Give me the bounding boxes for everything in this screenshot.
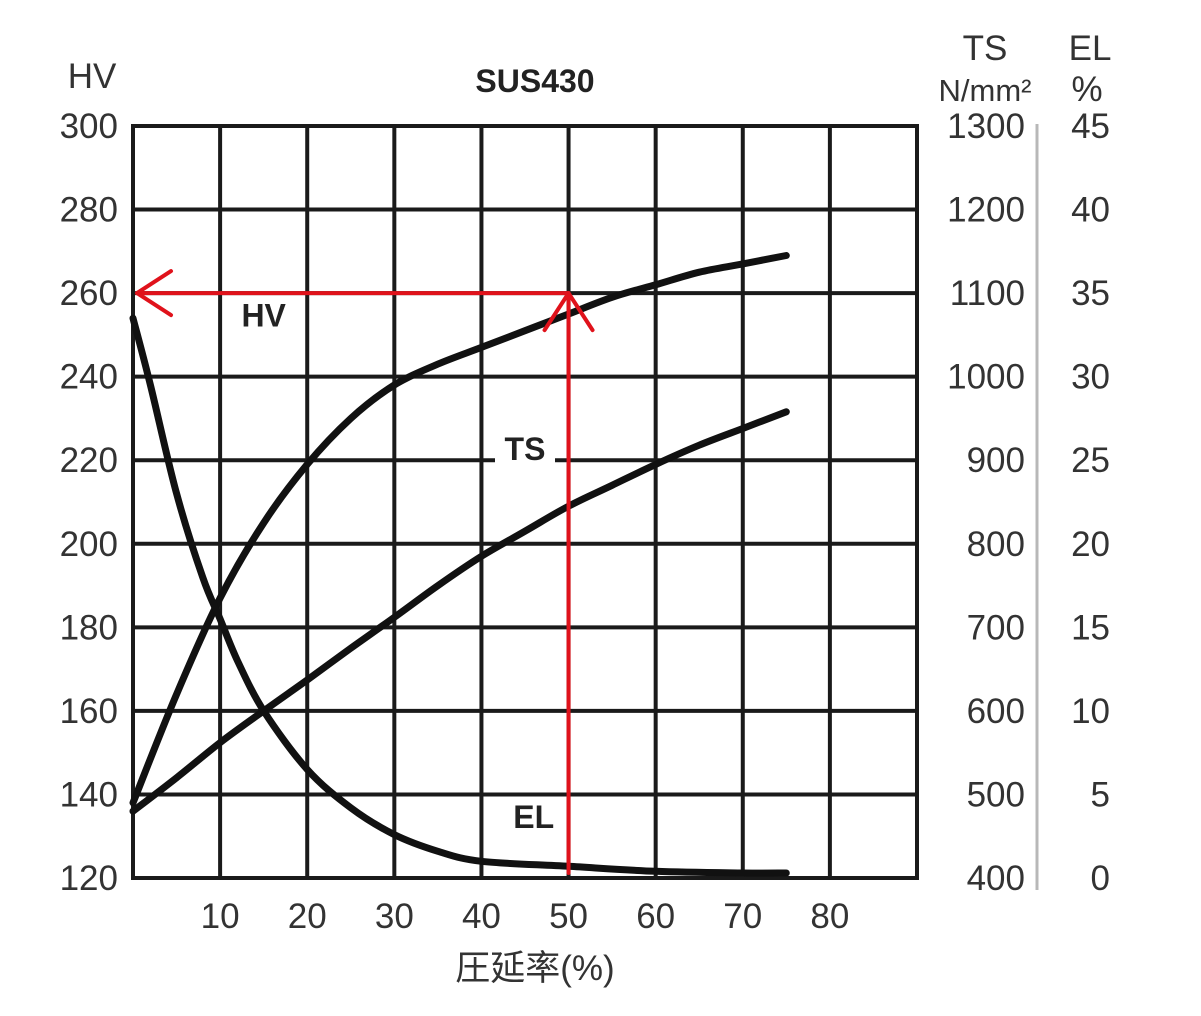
series-line-hv (129, 252, 790, 807)
y-left-tick-label: 200 (60, 525, 118, 564)
x-tick-label: 80 (810, 897, 849, 936)
y-right-ts-tick-label: 400 (967, 859, 1025, 898)
y-right-ts-unit: N/mm² (939, 73, 1032, 108)
y-left-tick-label: 140 (60, 775, 118, 814)
y-right-ts-tick-label: 900 (967, 441, 1025, 480)
y-right-ts-tick-label: 500 (967, 775, 1025, 814)
series-label-bg-ts (495, 430, 555, 473)
y-right-ts-tick-label: 1200 (947, 191, 1025, 230)
curves: HV TS EL (129, 252, 790, 877)
y-left-tick-label: 280 (60, 191, 118, 230)
series-label-bg-hv (233, 296, 294, 339)
y-right-el-tick-label: 45 (1071, 107, 1110, 146)
x-axis-title: 圧延率(%) (455, 949, 614, 988)
y-right-el-tick-label: 0 (1091, 859, 1110, 898)
y-left-tick-label: 120 (60, 859, 118, 898)
x-tick-label: 20 (288, 897, 327, 936)
plot-frame (131, 124, 919, 880)
y-left-tick-label: 260 (60, 274, 118, 313)
chart-title: SUS430 (475, 63, 594, 99)
y-left-tick-label: 300 (60, 107, 118, 146)
annotation (135, 269, 595, 875)
x-tick-label: 50 (549, 897, 588, 936)
y-right-ts-tick-label: 700 (967, 608, 1025, 647)
series-label-ts: TS (505, 431, 546, 467)
y-right-el-tick-label: 30 (1071, 358, 1110, 397)
y-left-tick-label: 160 (60, 692, 118, 731)
y-right-el-tick-label: 25 (1071, 441, 1110, 480)
x-tick-label: 40 (462, 897, 501, 936)
y-right-ts-tick-label: 800 (967, 525, 1025, 564)
y-right-el-tick-label: 10 (1071, 692, 1110, 731)
series-label-hv: HV (241, 298, 286, 334)
y-right-ts-axis-title: TS (963, 29, 1008, 68)
y-right-el-tick-label: 40 (1071, 191, 1110, 230)
plot-border (131, 124, 919, 880)
x-tick-label: 60 (636, 897, 675, 936)
series-label-bg-el (503, 797, 564, 840)
y-left-tick-label: 220 (60, 441, 118, 480)
annotation-arrowhead-left (135, 269, 173, 318)
series-label-el: EL (513, 799, 554, 835)
y-right-ts-tick-label: 1300 (947, 107, 1025, 146)
series-line-ts (129, 408, 790, 815)
y-right-el-tick-label: 20 (1071, 525, 1110, 564)
y-right-el-unit: % (1071, 70, 1102, 109)
y-left-tick-label: 240 (60, 358, 118, 397)
y-left-tick-label: 180 (60, 608, 118, 647)
y-left-axis-title: HV (68, 57, 117, 96)
grid (133, 126, 917, 878)
y-right-ts-tick-label: 1100 (950, 274, 1025, 313)
x-tick-label: 70 (723, 897, 762, 936)
series-line-el (129, 314, 790, 877)
y-right-el-tick-label: 15 (1071, 608, 1110, 647)
x-tick-label: 10 (201, 897, 240, 936)
y-right-el-axis-title: EL (1069, 29, 1112, 68)
ticks: 10 20 30 40 50 60 70 80120140160180200220240260… (60, 107, 1110, 936)
y-right-el-tick-label: 5 (1091, 775, 1110, 814)
y-right-ts-tick-label: 600 (967, 692, 1025, 731)
x-tick-label: 30 (375, 897, 414, 936)
y-right-el-tick-label: 35 (1071, 274, 1110, 313)
y-right-ts-tick-label: 1000 (947, 358, 1025, 397)
